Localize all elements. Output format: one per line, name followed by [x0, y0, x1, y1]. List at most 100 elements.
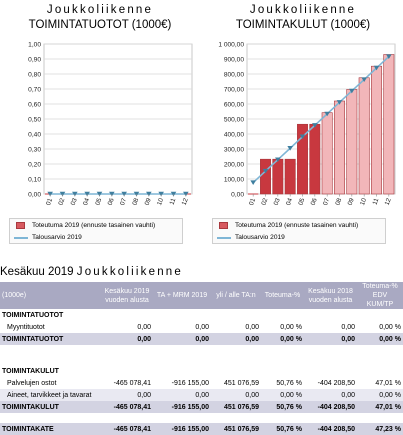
- cell: -465 078,41: [113, 379, 151, 387]
- report-unit: Joukkoliikenne: [76, 266, 183, 278]
- x-tick-label: 11: [372, 197, 381, 206]
- y-tick-label: 1 000,00: [218, 41, 244, 48]
- spacer-cell: [0, 413, 403, 423]
- y-tick-label: 200,00: [224, 161, 245, 168]
- x-tick-label: 03: [70, 197, 79, 206]
- data-point: [275, 157, 281, 163]
- x-tick-label: 10: [359, 197, 368, 206]
- cell: -916 155,00: [153, 401, 211, 413]
- cell: 0,00: [211, 333, 261, 345]
- legend-label: Toteutuma 2019 (ennuste tasainen vauhti): [32, 222, 156, 229]
- row-label: Palvelujen ostot: [7, 379, 57, 387]
- table-section-row: TOIMINTAKULUT: [0, 365, 403, 377]
- table-total-row: TOIMINTAKULUT -465 078,41 -916 155,00 451 …: [0, 401, 403, 413]
- bar: [272, 158, 284, 195]
- bar: [383, 54, 395, 195]
- cell: 0,00 %: [280, 323, 302, 331]
- x-tick-label: 09: [144, 197, 153, 206]
- cell: 50,76 %: [261, 401, 304, 413]
- cell: 50,76 %: [276, 379, 302, 387]
- data-point: [361, 77, 367, 82]
- bar: [284, 158, 296, 195]
- x-tick-label: 11: [169, 197, 178, 206]
- row-label: Aineet, tarvikkeet ja tavarat: [0, 389, 101, 401]
- cell: 0,00: [153, 333, 211, 345]
- bar: [346, 89, 358, 195]
- data-point: [373, 65, 380, 71]
- chart-title: TOIMINTAKULUT (1000€): [235, 19, 371, 31]
- cell: [101, 365, 153, 377]
- cell: 0,00 %: [357, 333, 403, 345]
- revenue-chart: Joukkoliikenne TOIMINTATUOTOT (1000€) 0,…: [0, 0, 200, 262]
- chart-title: TOIMINTATUOTOT (1000€): [28, 19, 172, 31]
- legend-swatch-line: [14, 237, 28, 239]
- legend-item-actual: Toteutuma 2019 (ennuste tasainen vauhti): [10, 220, 182, 231]
- data-point: [299, 134, 306, 140]
- x-tick-label: 06: [107, 197, 116, 206]
- x-tick-label: 01: [45, 197, 54, 206]
- row-label: TOIMINTAKULUT: [0, 401, 101, 413]
- cell: 0,00: [195, 323, 209, 331]
- legend-label: Talousarvio 2019: [32, 234, 82, 241]
- spacer-row: [0, 355, 403, 365]
- table-header-row: (1000e) Kesäkuu 2019 vuoden alusta TA + …: [0, 282, 403, 309]
- cell: [211, 365, 261, 377]
- y-tick-label: 800,00: [224, 71, 245, 78]
- y-tick-label: 900,00: [224, 56, 245, 63]
- cell: -404 208,50: [304, 401, 357, 413]
- chart-legend: Toteutuma 2019 (ennuste tasainen vauhti)…: [9, 218, 183, 244]
- column-header: Toteuma-% EDV KUM/TP: [357, 282, 403, 309]
- y-tick-label: 600,00: [224, 101, 245, 108]
- x-tick-label: 05: [94, 197, 103, 206]
- cell: 47,23 %: [357, 423, 403, 435]
- data-point: [262, 168, 269, 174]
- cell: 0,00 %: [357, 389, 403, 401]
- report-period: Kesäkuu 2019: [0, 266, 74, 278]
- table-row: Myyntituotot 0,00 0,00 0,00 0,00 % 0,00 0,00 …: [0, 321, 403, 333]
- cell: 451 076,59: [211, 401, 261, 413]
- x-tick-label: 06: [310, 197, 319, 206]
- legend-label: Toteutuma 2019 (ennuste tasainen vauhti): [235, 222, 359, 229]
- cell: [357, 365, 403, 377]
- table-grand-total-row: TOIMINTAKATE -465 078,41 -916 155,00 451 0…: [0, 423, 403, 435]
- y-tick-label: 500,00: [224, 116, 245, 123]
- cell: 0,00: [304, 333, 357, 345]
- spacer-cell: [0, 355, 403, 365]
- data-point: [324, 111, 330, 117]
- column-header: Toteuma-%: [261, 282, 304, 309]
- cell: 47,01 %: [375, 379, 401, 387]
- x-tick-label: 03: [273, 197, 282, 206]
- cell: -916 155,00: [171, 379, 209, 387]
- table-row: Aineet, tarvikkeet ja tavarat 0,00 0,00 0,…: [0, 389, 403, 401]
- y-tick-label: 700,00: [224, 86, 245, 93]
- x-tick-label: 12: [384, 197, 393, 206]
- revenue-plot: 0,00 0,10 0,20 0,30 0,40 0,50 0,60 0,70 0,80 0,90…: [28, 41, 193, 206]
- y-tick-label: 0,20: [28, 161, 41, 168]
- cell: 451 076,59: [223, 379, 259, 387]
- spacer-cell: [0, 345, 403, 355]
- financial-table: (1000e) Kesäkuu 2019 vuoden alusta TA + …: [0, 282, 403, 435]
- cell: [357, 309, 403, 321]
- x-tick-label: 02: [57, 197, 66, 206]
- cell: -404 208,50: [304, 423, 357, 435]
- cell: [261, 309, 304, 321]
- legend-item-budget: Talousarvio 2019: [213, 232, 385, 243]
- cell: 0,00 %: [261, 333, 304, 345]
- expenses-plot: 0,00 100,00 200,00 300,00 400,00 500,00 600,00…: [218, 41, 396, 206]
- bar: [358, 77, 370, 195]
- legend-swatch-bar: [16, 222, 25, 229]
- cell: 0,00: [245, 323, 259, 331]
- legend-swatch-line: [217, 237, 231, 239]
- cell: -916 155,00: [153, 423, 211, 435]
- data-point: [336, 100, 343, 105]
- data-point: [386, 54, 392, 59]
- cell: 50,76 %: [261, 423, 304, 435]
- cell: [211, 309, 261, 321]
- bar: [321, 112, 333, 195]
- legend-item-actual: Toteutuma 2019 (ennuste tasainen vauhti): [213, 220, 385, 231]
- spacer-row: [0, 413, 403, 423]
- row-label: TOIMINTATUOTOT: [2, 311, 64, 319]
- y-tick-label: 0,10: [28, 176, 41, 183]
- column-header: Kesäkuu 2019 vuoden alusta: [101, 282, 153, 309]
- bar: [334, 100, 345, 195]
